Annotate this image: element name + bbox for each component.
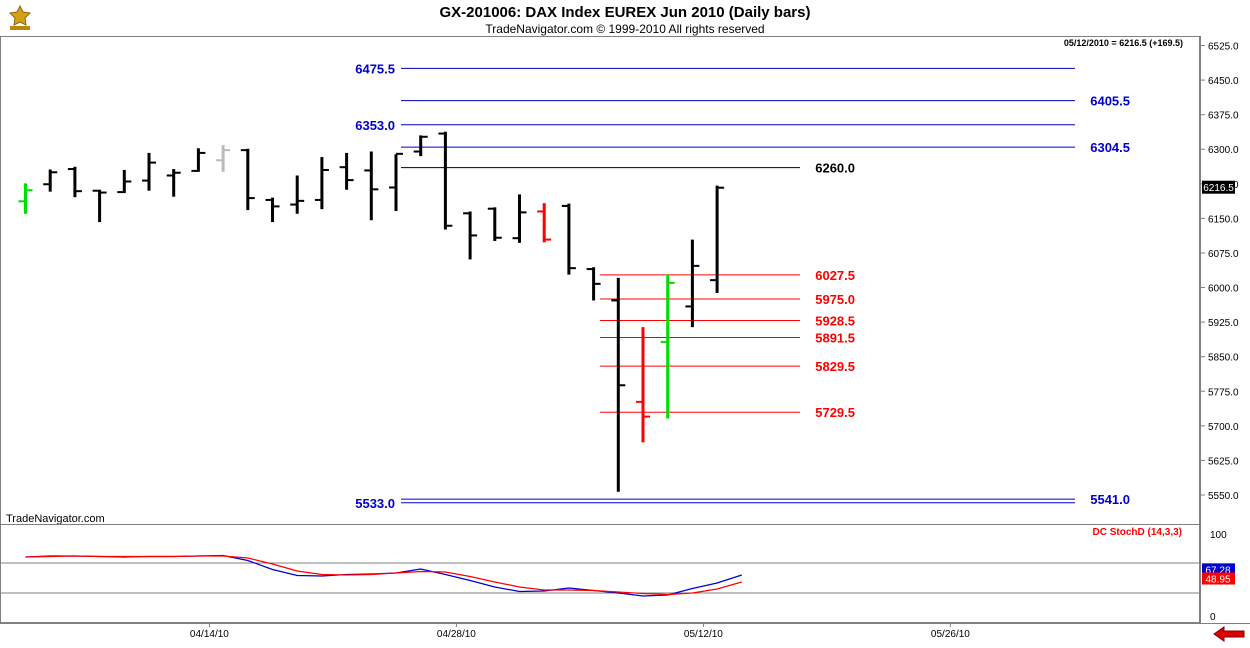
level-label: 5541.0	[1090, 492, 1130, 507]
level-label: 5829.5	[815, 359, 855, 374]
price-tick-label: 5850.0	[1208, 353, 1239, 364]
price-bar	[611, 277, 626, 492]
price-tick-label: 6075.0	[1208, 249, 1239, 260]
price-tick-label: 5550.0	[1208, 491, 1239, 502]
trade-navigator-logo-icon[interactable]	[4, 3, 36, 33]
level-label: 5533.0	[355, 496, 395, 511]
price-panel-frame	[0, 36, 1200, 525]
date-tick-label: 05/12/10	[684, 629, 723, 640]
price-bar	[43, 169, 58, 192]
price-bar	[191, 148, 206, 172]
date-tick-label: 05/26/10	[931, 629, 970, 640]
price-bar	[463, 211, 478, 260]
level-label: 6405.5	[1090, 94, 1130, 109]
date-axis: 04/14/10 04/28/10 05/12/10 05/26/10	[190, 623, 970, 640]
price-tick-label: 5775.0	[1208, 387, 1239, 398]
stoch-line-d	[25, 555, 742, 596]
level-label: 5729.5	[815, 405, 855, 420]
price-bar	[314, 157, 329, 210]
price-bar	[710, 185, 725, 294]
stoch-d-value-box: 48.95	[1202, 572, 1235, 586]
level-label: 6475.5	[355, 61, 395, 76]
price-tick-label: 5625.0	[1208, 456, 1239, 467]
price-bar	[636, 327, 650, 443]
last-price-marker: 6216.5	[1202, 180, 1235, 194]
price-bar	[438, 131, 453, 230]
price-bar	[265, 197, 280, 223]
price-bar	[67, 166, 82, 198]
last-price-label: 6216.5	[1203, 183, 1234, 194]
price-bar	[92, 189, 107, 223]
date-tick-label: 04/28/10	[437, 629, 476, 640]
price-tick-label: 5925.0	[1208, 318, 1239, 329]
price-bar	[537, 203, 552, 243]
stoch-d-value-bg	[1202, 572, 1235, 585]
chart-subtitle: TradeNavigator.com © 1999-2010 All right…	[485, 22, 764, 36]
chart-title: GX-201006: DAX Index EUREX Jun 2010 (Dai…	[440, 4, 811, 21]
scroll-left-arrow-icon[interactable]	[1213, 626, 1245, 642]
price-bar	[364, 151, 379, 221]
stoch-k-value-bg	[1202, 563, 1235, 576]
price-bar	[166, 169, 181, 197]
price-bar	[586, 267, 601, 301]
stoch-line-k	[25, 554, 742, 597]
level-label: 6027.5	[815, 268, 855, 283]
watermark: TradeNavigator.com	[6, 513, 105, 525]
price-bar	[117, 169, 132, 194]
price-bars	[18, 131, 725, 492]
price-bar	[142, 152, 156, 191]
price-tick-label: 6150.0	[1208, 214, 1239, 225]
stoch-d-value: 48.95	[1205, 575, 1230, 586]
level-label: 6353.0	[355, 118, 395, 133]
price-tick-label: 6000.0	[1208, 284, 1239, 295]
stoch-title: DC StochD (14,3,3)	[1093, 527, 1182, 538]
price-tick-label: 6525.0	[1208, 42, 1239, 53]
price-bar	[685, 239, 700, 328]
price-tick-label: 5700.0	[1208, 422, 1239, 433]
level-label: 5891.5	[815, 331, 855, 346]
price-bar	[512, 194, 527, 243]
price-bar	[487, 207, 502, 241]
price-bar	[660, 274, 675, 419]
price-tick-label: 6450.0	[1208, 76, 1239, 87]
price-bar	[290, 175, 305, 214]
price-bar	[389, 152, 403, 211]
level-label: 5975.0	[815, 292, 855, 307]
stoch-guides	[1, 562, 1199, 594]
price-tick-label: 6375.0	[1208, 111, 1239, 122]
stoch-k-value-box: 67.28	[1202, 563, 1235, 576]
level-label: 6304.5	[1090, 140, 1130, 155]
date-tick-label: 04/14/10	[190, 629, 229, 640]
price-bar	[18, 183, 33, 214]
stoch-tick-label: 100	[1210, 530, 1227, 541]
stoch-tick-label: 0	[1210, 612, 1216, 623]
stoch-panel-frame	[0, 524, 1200, 623]
level-lines: 6475.5 6405.5 6353.0 6304.5 6260.0 6027.5 5975…	[355, 61, 1130, 510]
price-bar	[240, 148, 255, 211]
price-bar	[339, 152, 354, 190]
price-axis: 6525.06450.06375.06300.06225.06150.06075…	[1200, 42, 1239, 502]
stoch-lines	[25, 554, 742, 597]
level-label: 5928.5	[815, 313, 855, 328]
last-value-note: 05/12/2010 = 6216.5 (+169.5)	[1064, 38, 1183, 48]
price-bar	[413, 135, 428, 157]
stoch-k-value: 67.28	[1205, 565, 1230, 576]
level-label: 6260.0	[815, 161, 855, 176]
price-bar	[561, 203, 576, 275]
price-tick-label: 6300.0	[1208, 145, 1239, 156]
price-bar	[216, 145, 231, 172]
